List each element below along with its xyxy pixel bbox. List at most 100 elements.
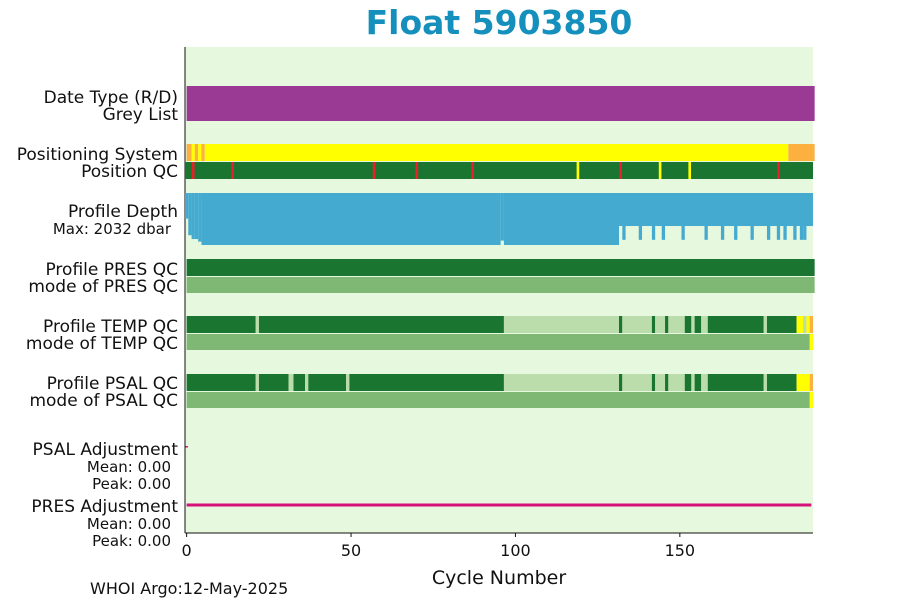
profile-depth-spike [734, 193, 738, 240]
profile-depth-bar [201, 193, 501, 245]
profile-depth-bar [198, 193, 202, 242]
psal-qc-segment [346, 374, 350, 391]
temp-qc-segment [651, 316, 656, 333]
temp-qc-segment [665, 316, 669, 333]
positioning-system-segment [198, 144, 202, 161]
temp-qc-segment [668, 316, 685, 333]
temp-qc-segment [622, 316, 652, 333]
profile-depth-spike [661, 193, 666, 240]
position-qc-flag [471, 162, 475, 179]
position-qc-flag [372, 162, 376, 179]
psal-qc-segment [668, 374, 685, 391]
footer-credit: WHOI Argo:12-May-2025 [90, 579, 288, 598]
psal-adjustment-label: PSAL Adjustment [33, 440, 179, 460]
profile-temp-qc-label: Profile TEMP QC [43, 317, 178, 337]
psal-qc-segment [305, 374, 309, 391]
profile-psal-qc-label: Profile PSAL QC [47, 374, 178, 394]
temp-qc-segment [806, 316, 810, 333]
pres-adjustment-peak: Peak: 0.00 [92, 532, 171, 550]
profile-pres-qc-label: Profile PRES QC [45, 260, 178, 280]
positioning-system-segment [204, 144, 789, 161]
profile-depth-spike [803, 193, 807, 240]
positioning-system-segment [788, 144, 815, 161]
psal-mode-segment [809, 392, 813, 408]
temp-qc-segment [619, 316, 623, 333]
x-axis-label: Cycle Number [432, 567, 566, 589]
psal-qc-segment [186, 374, 256, 391]
temp-qc-segment [809, 316, 813, 333]
psal-qc-segment [691, 374, 695, 391]
pres-mode-segment [186, 277, 815, 293]
positioning-system-segment [191, 144, 195, 161]
psal-qc-segment [701, 374, 708, 391]
mode-psal-qc-label: mode of PSAL QC [29, 391, 178, 411]
x-tick-label: 50 [341, 541, 361, 560]
psal-qc-segment [763, 374, 767, 391]
positioning-system-segment [201, 144, 205, 161]
position-qc-flag [191, 162, 195, 179]
psal-mode-segment [186, 392, 810, 408]
position-qc-flag [658, 162, 662, 179]
position-qc-flag [777, 162, 780, 179]
psal-qc-segment [255, 374, 259, 391]
position-qc-flag [576, 162, 580, 179]
position-qc-flag [231, 162, 234, 179]
temp-qc-segment [691, 316, 695, 333]
temp-qc-segment [503, 316, 620, 333]
temp-qc-segment [255, 316, 259, 333]
profile-depth-bar [188, 193, 192, 236]
profile-depth-bar [500, 193, 504, 241]
position-qc-flag [415, 162, 419, 179]
profile-depth-spike [783, 193, 787, 240]
profile-depth-spike [766, 193, 771, 240]
psal-qc-segment [293, 374, 306, 391]
temp-qc-segment [707, 316, 764, 333]
pres-qc-segment [186, 259, 815, 276]
position-qc-flag [619, 162, 622, 179]
grey-list-label: Grey List [103, 105, 179, 125]
pres-adjustment-label: PRES Adjustment [31, 497, 178, 517]
profile-depth-spike [651, 193, 656, 240]
psal-qc-segment [665, 374, 669, 391]
date-type-segment [186, 86, 815, 121]
psal-qc-segment [684, 374, 692, 391]
profile-depth-bar [619, 193, 813, 227]
psal-adjustment-mean: Mean: 0.00 [87, 458, 171, 476]
psal-qc-segment [694, 374, 702, 391]
profile-depth-label: Profile Depth [68, 202, 178, 222]
profile-depth-bar [503, 193, 620, 245]
chart-marks [185, 86, 815, 507]
psal-qc-segment [655, 374, 666, 391]
date-type-label: Date Type (R/D) [44, 88, 178, 108]
psal-qc-segment [503, 374, 620, 391]
psal-qc-segment [288, 374, 294, 391]
positioning-system-segment [186, 144, 192, 161]
temp-qc-segment [763, 316, 767, 333]
psal-qc-segment [707, 374, 764, 391]
max-depth-label: Max: 2032 dbar [53, 220, 172, 238]
temp-qc-segment [684, 316, 692, 333]
position-qc-flag [688, 162, 692, 179]
profile-depth-spike [776, 193, 781, 240]
profile-depth-spike [793, 193, 797, 240]
temp-mode-segment [186, 334, 810, 350]
psal-qc-segment [766, 374, 797, 391]
profile-depth-spike [750, 193, 754, 240]
profile-depth-spike [622, 193, 626, 240]
temp-qc-segment [186, 316, 256, 333]
pres-adjustment-mean: Mean: 0.00 [87, 515, 171, 533]
x-tick-label: 150 [665, 541, 696, 560]
psal-qc-segment [308, 374, 347, 391]
temp-mode-segment [809, 334, 813, 350]
temp-qc-segment [796, 316, 804, 333]
psal-adjustment-line [185, 446, 188, 448]
position-qc-base [185, 162, 813, 179]
x-ticks: 0 50 100 150 [182, 533, 696, 560]
profile-depth-spike [638, 193, 643, 240]
mode-temp-qc-label: mode of TEMP QC [26, 334, 178, 354]
profile-depth-spike [681, 193, 685, 240]
temp-qc-segment [803, 316, 807, 333]
psal-qc-segment [622, 374, 652, 391]
psal-qc-segment [619, 374, 623, 391]
